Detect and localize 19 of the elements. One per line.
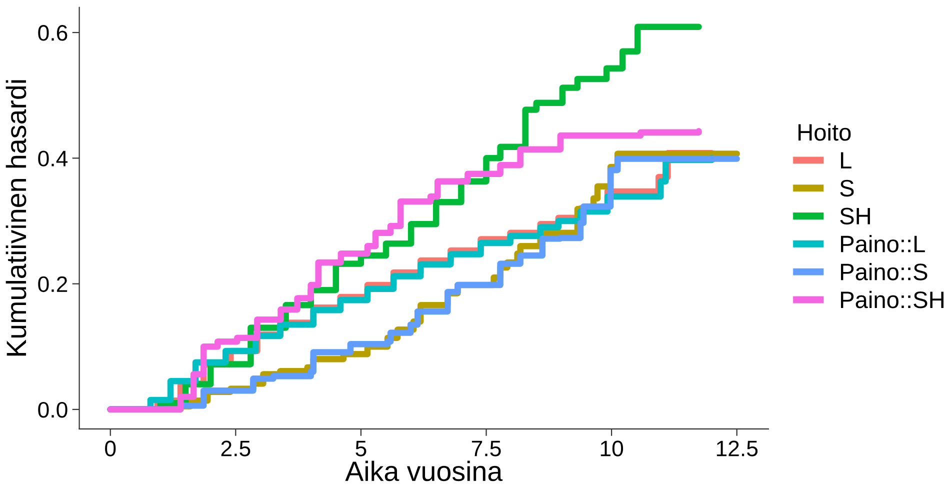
legend-label: L: [840, 152, 852, 168]
legend-label: S: [840, 180, 854, 197]
y-tick-label: 0.0: [38, 402, 68, 418]
x-tick-label: 2.5: [221, 440, 250, 456]
x-tick-label: 5: [356, 440, 366, 456]
x-tick-label: 7.5: [472, 440, 501, 456]
y-axis-title: Kumulatiivinen hasardi: [6, 80, 26, 356]
legend-label: Paino::S: [840, 262, 928, 280]
legend-label: Paino::SH: [840, 290, 944, 308]
y-tick-label: 0.4: [38, 150, 68, 166]
x-tick-label: 12.5: [716, 440, 758, 456]
x-tick-label: 0: [105, 440, 116, 456]
x-tick-label: 10: [600, 440, 624, 456]
y-tick-label: 0.2: [38, 276, 68, 292]
legend-label: SH: [840, 208, 870, 224]
legend-title: Hoito: [798, 123, 851, 141]
x-axis-title: Aika vuosina: [345, 460, 503, 482]
legend-label: Paino::L: [840, 235, 925, 252]
y-tick-label: 0.6: [38, 25, 68, 41]
